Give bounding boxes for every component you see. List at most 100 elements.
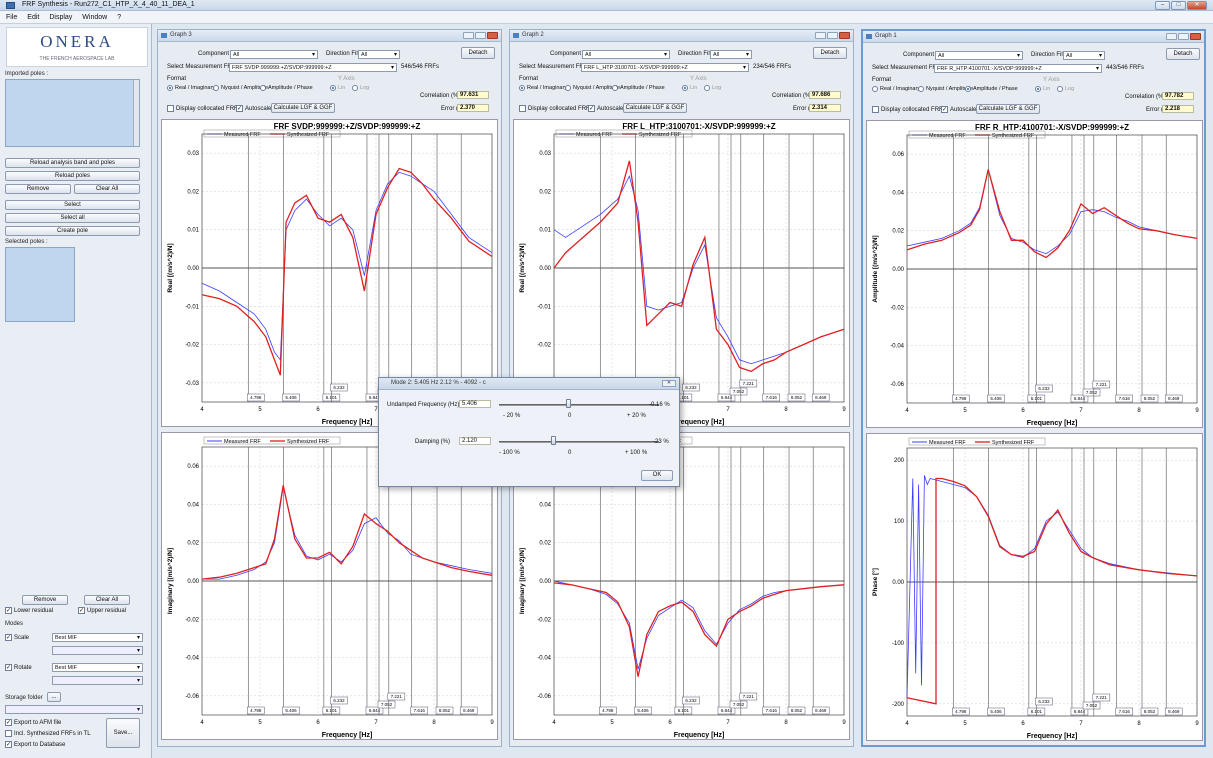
menu-file[interactable]: File [6,13,18,21]
format-radio-nyquist[interactable]: Nyquist / Amplitude [918,86,973,92]
incl-synth-checkbox[interactable]: Incl. Synthesized FRFs in TL [5,730,91,737]
display-collocated-checkbox[interactable]: Display collocated FRFs [872,106,946,113]
remove-residual-button[interactable]: Remove [22,595,68,605]
close-button[interactable]: ✕ [1187,1,1207,10]
upper-residual-checkbox[interactable]: ✓ Upper residual [78,607,127,614]
undamped-slider-track[interactable] [499,404,659,406]
detach-button[interactable]: Detach [813,47,847,59]
direction-filter-label: Direction Filter: [1031,52,1072,58]
remove-button[interactable]: Remove [5,184,71,194]
storage-folder-input[interactable] [5,705,143,714]
direction-filter-label: Direction Filter: [678,51,719,57]
menu-help[interactable]: ? [117,13,122,21]
selected-poles-list[interactable] [5,247,75,322]
format-radio-real-imag[interactable]: Real / Imaginary [519,85,567,91]
correlation-label: Correlation (%): [1125,94,1168,100]
calculate-lgf-ggf-button[interactable]: Calculate LGF & GGF [976,104,1040,114]
panel-maximize-button[interactable] [827,32,838,39]
menu-window[interactable]: Window [82,13,108,21]
rotate-select[interactable]: Best MIF [52,663,143,672]
format-radio-real-imag[interactable]: Real / Imaginary [872,86,920,92]
format-radio-real-imag[interactable]: Real / Imaginary [167,85,215,91]
y-axis-radio-lin[interactable]: Lin [1035,86,1050,92]
correlation-value: 97.686 [809,91,841,99]
panel-close-button[interactable] [839,32,850,39]
clear-all-button[interactable]: Clear All [74,184,140,194]
display-collocated-checkbox[interactable]: Display collocated FRFs [519,105,593,112]
y-tick-label: -0.02 [890,305,904,311]
reload-band-poles-button[interactable]: Reload analysis band and poles [5,158,140,168]
autoscale-checkbox[interactable]: ✓ Autoscale [941,106,977,113]
x-tick-label: 6 [316,407,320,413]
y-tick-label: 0.00 [892,580,904,586]
minimize-button[interactable]: – [1155,1,1170,10]
lower-residual-checkbox[interactable]: ✓ Lower residual [5,607,54,614]
rotate-select-secondary[interactable] [52,676,143,685]
y-axis-radio-lin[interactable]: Lin [682,85,697,91]
maximize-button[interactable]: □ [1171,1,1186,10]
frf-select[interactable]: FRF R_HTP:4100701:-X/SVDP:999999:+Z [934,64,1102,73]
y-axis-radio-log[interactable]: Log [352,85,369,91]
x-axis-label: Frequency [Hz] [322,419,373,426]
calculate-lgf-ggf-button[interactable]: Calculate LGF & GGF [271,103,335,113]
autoscale-checkbox[interactable]: ✓ Autoscale [588,105,624,112]
rotate-checkbox[interactable]: ✓ Rotate [5,664,32,671]
calculate-lgf-ggf-button[interactable]: Calculate LGF & GGF [623,103,687,113]
reload-poles-button[interactable]: Reload poles [5,171,140,181]
damping-slider-thumb[interactable] [551,436,556,445]
detach-button[interactable]: Detach [461,47,495,59]
format-radio-amp-phase[interactable]: Amplitude / Phase [612,85,665,91]
export-db-checkbox[interactable]: ✓ Export to Database [5,741,66,748]
detach-button[interactable]: Detach [1166,48,1200,60]
direction-filter-select[interactable]: All [358,50,400,59]
mode-label-box [387,692,406,701]
y-axis-radio-log[interactable]: Log [1057,86,1074,92]
component-filter-select[interactable]: All [582,50,670,59]
panel-minimize-button[interactable] [815,32,826,39]
imported-poles-list[interactable] [5,79,140,147]
undamped-input[interactable]: 5.406 [459,400,491,408]
frf-select[interactable]: FRF L_HTP:3100701:-X/SVDP:999999:+Z [581,63,749,72]
component-filter-select[interactable]: All [935,51,1023,60]
ok-button[interactable]: OK [641,470,673,481]
panel-maximize-button[interactable] [475,32,486,39]
scale-checkbox[interactable]: ✓ Scale [5,634,30,641]
export-afm-checkbox[interactable]: ✓ Export to AFM file [5,719,62,726]
dialog-close-button[interactable]: ✕ [662,380,676,387]
menu-edit[interactable]: Edit [27,13,40,21]
scale-select-secondary[interactable] [52,646,143,655]
select-all-button[interactable]: Select all [5,213,140,223]
check-icon: ✓ [5,634,12,641]
panel-close-button[interactable] [1190,33,1201,40]
display-collocated-checkbox[interactable]: Display collocated FRFs [167,105,241,112]
format-radio-amp-phase[interactable]: Amplitude / Phase [965,86,1018,92]
panel-minimize-button[interactable] [463,32,474,39]
storage-folder-browse-button[interactable]: ... [47,692,61,702]
mode-label: 6.844 [1074,709,1086,714]
format-radio-nyquist[interactable]: Nyquist / Amplitude [565,85,620,91]
panel-minimize-button[interactable] [1166,33,1177,40]
autoscale-checkbox[interactable]: ✓ Autoscale [236,105,272,112]
component-filter-label: Component Filter: [903,52,951,58]
format-radio-amp-phase[interactable]: Amplitude / Phase [260,85,313,91]
frf-select[interactable]: FRF SVDP:999999:+Z/SVDP:999999:+Z [229,63,397,72]
component-filter-select[interactable]: All [230,50,318,59]
mode-label: 6.232 [685,698,697,703]
save-button[interactable]: Save... [106,718,140,748]
direction-filter-select[interactable]: All [1063,51,1105,60]
panel-close-button[interactable] [487,32,498,39]
clear-all-residual-button[interactable]: Clear All [84,595,130,605]
panel-maximize-button[interactable] [1178,33,1189,40]
create-pole-button[interactable]: Create pole [5,226,140,236]
y-axis-radio-lin[interactable]: Lin [330,85,345,91]
scale-select[interactable]: Best MIF [52,633,143,642]
menu-display[interactable]: Display [49,13,73,21]
select-button[interactable]: Select [5,200,140,210]
x-axis-label: Frequency [Hz] [674,419,725,426]
y-axis-radio-log[interactable]: Log [704,85,721,91]
direction-filter-select[interactable]: All [710,50,752,59]
damping-input[interactable]: 2.120 [459,437,491,445]
format-radio-nyquist[interactable]: Nyquist / Amplitude [213,85,268,91]
damping-slider-track[interactable] [499,441,659,443]
undamped-slider-thumb[interactable] [566,399,571,408]
